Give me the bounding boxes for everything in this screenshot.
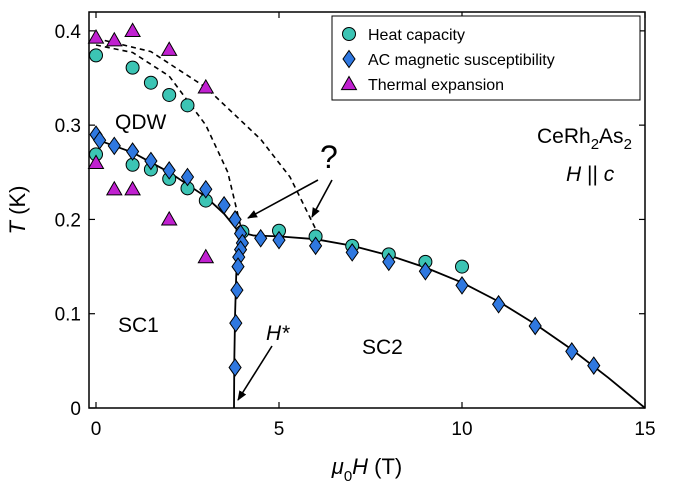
label-field-direction: H || c [566, 163, 615, 186]
x-axis-label-unit: (T) [368, 454, 402, 479]
triangle-point-1 [105, 31, 123, 47]
diamond-point-27 [565, 342, 579, 361]
circle-point-1 [125, 60, 140, 75]
label-sc2: SC2 [362, 336, 403, 359]
y-tick-label-0: 0 [70, 399, 81, 420]
triangle-point-3 [160, 41, 178, 56]
y-tick-label-3: 0.3 [55, 116, 81, 137]
plot-layer [87, 22, 646, 409]
diamond-point-18 [254, 228, 268, 248]
diamond-point-17 [228, 358, 242, 377]
diamond-point-4 [144, 151, 158, 171]
triangle-point-6 [105, 180, 123, 196]
legend-marker-diamond [342, 49, 356, 69]
circle-point-4 [180, 98, 195, 113]
circle-point-3 [162, 87, 177, 102]
diamond-point-21 [345, 243, 359, 262]
diamond-point-1 [93, 130, 107, 150]
legend-label-diamond: AC magnetic susceptibility [368, 52, 555, 69]
diamond-point-16 [229, 313, 243, 333]
arrow-question-left [247, 179, 319, 219]
legend-entries: Heat capacity AC magnetic susceptibility T… [340, 27, 555, 94]
diamond-point-3 [125, 142, 140, 161]
solid-boundary-0 [95, 138, 646, 409]
arrow-hstar [237, 345, 273, 401]
x-tick-label-1: 5 [274, 419, 285, 440]
diamond-point-28 [587, 356, 601, 375]
plot-frame [88, 11, 646, 409]
x-axis-label-var: μ [331, 454, 344, 479]
triangle-point-7 [124, 180, 141, 196]
compound-mid: As [599, 125, 624, 148]
label-question: ? [320, 139, 338, 175]
diamond-point-5 [162, 161, 176, 180]
legend-marker-triangle [340, 75, 358, 91]
triangle-point-0 [87, 28, 105, 44]
dashed-boundary-1 [95, 37, 317, 230]
diamond-point-24 [455, 276, 469, 295]
label-sc1: SC1 [118, 314, 159, 337]
diamond-point-23 [418, 261, 433, 281]
diamond-point-7 [199, 179, 213, 199]
field-dir-rel: || [581, 163, 604, 186]
label-compound: CeRh2As2 [537, 125, 632, 153]
circle-point-0 [89, 48, 103, 63]
field-dir-var: H [566, 163, 582, 186]
x-axis-label-sub: 0 [344, 468, 352, 484]
diamond-point-14 [231, 257, 245, 276]
x-tick-label-3: 15 [634, 419, 655, 440]
diamond-point-25 [491, 294, 506, 314]
tick-layer: 0 5 10 15 0 0.1 0.2 0.3 0.4 [55, 12, 656, 440]
triangle-point-5 [87, 154, 105, 169]
y-axis-label-var: T [5, 219, 30, 234]
triangle-point-2 [124, 22, 141, 37]
compound-sub1: 2 [591, 136, 599, 153]
triangle-point-9 [197, 248, 215, 264]
x-axis-label: μ0H (T) [331, 454, 403, 484]
diamond-point-9 [228, 210, 242, 229]
diamond-point-22 [382, 252, 396, 272]
legend: Heat capacity AC magnetic susceptibility T… [331, 15, 641, 101]
circle-point-17 [455, 259, 469, 274]
circle-point-2 [143, 75, 158, 90]
label-hstar: H* [266, 322, 290, 345]
arrow-question-right [311, 179, 333, 218]
diamond-point-19 [272, 230, 286, 250]
series-triangle [87, 22, 215, 264]
x-tick-label-2: 10 [451, 419, 472, 440]
diamond-point-20 [308, 236, 323, 256]
series-diamond [89, 125, 601, 377]
diamond-point-2 [107, 136, 121, 156]
legend-label-triangle: Thermal expansion [368, 77, 504, 94]
diamond-point-15 [230, 280, 244, 300]
diamond-point-6 [180, 167, 195, 187]
compound-base: CeRh [537, 125, 591, 148]
diamond-point-8 [217, 195, 231, 215]
label-qdw: QDW [115, 111, 167, 134]
triangle-point-8 [160, 210, 178, 226]
y-axis-label-unit: (K) [5, 186, 30, 221]
y-tick-label-4: 0.4 [55, 22, 82, 43]
legend-marker-circle [342, 27, 356, 41]
legend-box [331, 15, 641, 101]
y-axis-label: T (K) [5, 186, 30, 235]
y-tick-label-2: 0.2 [55, 210, 81, 231]
triangle-point-4 [197, 78, 215, 94]
diamond-point-26 [528, 316, 542, 336]
field-dir-var2: c [604, 163, 615, 186]
legend-label-circle: Heat capacity [368, 27, 465, 44]
compound-sub2: 2 [624, 136, 632, 153]
y-tick-label-1: 0.1 [55, 305, 81, 326]
x-tick-label-0: 0 [91, 419, 102, 440]
x-axis-label-var2: H [352, 454, 368, 479]
